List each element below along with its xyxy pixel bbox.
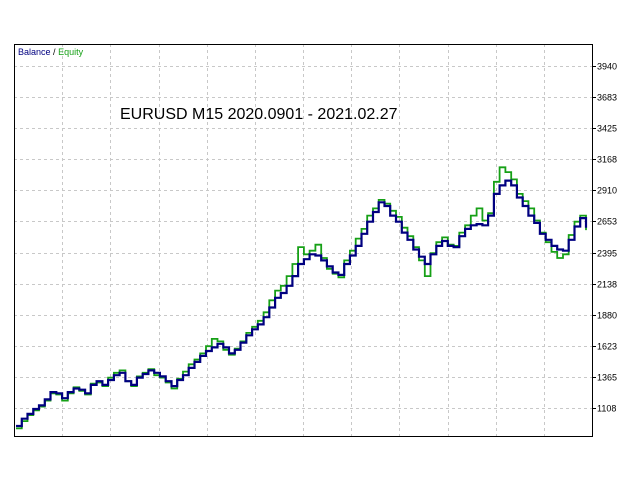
series-line-equity <box>16 166 587 430</box>
legend-equity: Equity <box>58 47 84 57</box>
plot-frame <box>14 44 593 437</box>
legend-balance: Balance <box>18 47 51 57</box>
y-tick-label: 1880 <box>597 311 617 321</box>
y-tick-label: 2395 <box>597 249 617 259</box>
chart-grid <box>14 44 592 436</box>
y-tick-label: 3168 <box>597 155 617 165</box>
y-tick-label: 3940 <box>597 62 617 72</box>
y-tick-label: 3425 <box>597 124 617 134</box>
chart-title: EURUSD M15 2020.0901 - 2021.02.27 <box>120 106 398 123</box>
y-axis: 1108 1365 1623 1880 2138 2395 2653 2910 3168 3425… <box>592 62 617 414</box>
y-tick-label: 1365 <box>597 373 617 383</box>
y-tick-label: 2653 <box>597 217 617 227</box>
y-tick-label: 1108 <box>597 404 616 414</box>
series-line-balance <box>16 179 588 428</box>
y-tick-label: 3683 <box>597 93 617 103</box>
legend: Balance / Equity <box>18 47 84 57</box>
y-tick-label: 2910 <box>597 186 617 196</box>
y-tick-label: 2138 <box>597 280 617 290</box>
series-lines <box>16 166 588 430</box>
legend-separator: / <box>53 47 58 57</box>
y-tick-label: 1623 <box>597 342 617 352</box>
